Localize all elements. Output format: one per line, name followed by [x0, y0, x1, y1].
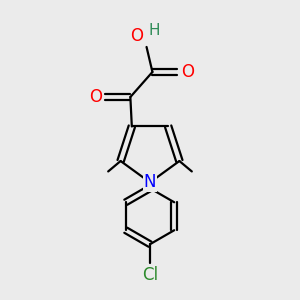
- Text: N: N: [144, 173, 156, 191]
- Text: Cl: Cl: [142, 266, 158, 284]
- Text: O: O: [181, 63, 194, 81]
- Text: H: H: [148, 23, 160, 38]
- Text: O: O: [89, 88, 102, 106]
- Text: O: O: [130, 28, 143, 46]
